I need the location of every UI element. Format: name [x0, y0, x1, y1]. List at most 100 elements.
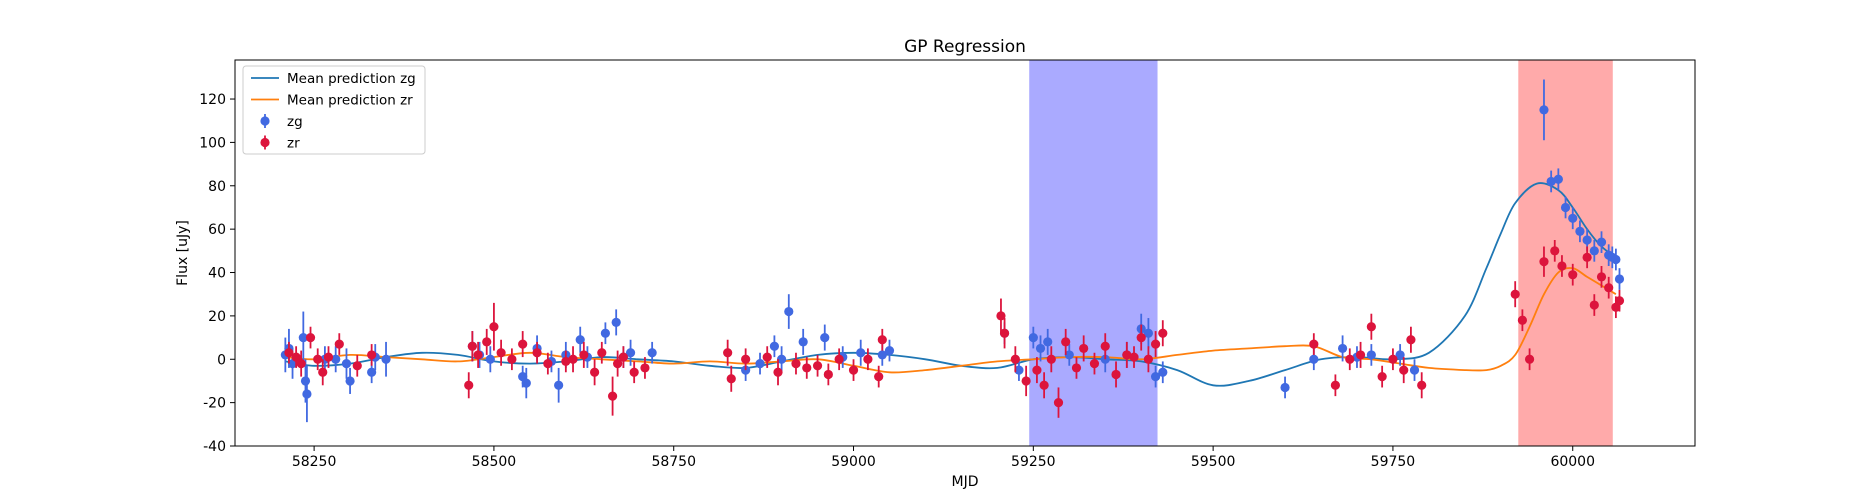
y-tick-label: 80 — [208, 179, 226, 195]
point-zg — [820, 332, 830, 343]
point-zr — [1111, 369, 1121, 380]
point-zg — [1582, 235, 1592, 245]
point-zg — [1035, 343, 1046, 354]
point-zg — [884, 345, 895, 356]
point-zg — [1309, 354, 1319, 364]
point-zr — [318, 367, 328, 377]
point-zr — [1388, 354, 1398, 364]
point-zr — [1309, 339, 1319, 349]
point-zg — [575, 335, 585, 345]
point-zr — [1053, 398, 1064, 408]
shaded-region-0 — [1029, 60, 1158, 446]
x-tick-label: 58750 — [651, 454, 696, 470]
point-zr — [1089, 358, 1100, 369]
point-zg — [1575, 226, 1585, 236]
point-zg — [1280, 382, 1290, 393]
point-zr — [1355, 350, 1366, 360]
point-zr — [1557, 261, 1567, 271]
legend-marker-swatch — [260, 137, 270, 148]
point-zg — [554, 380, 564, 390]
point-zg — [1028, 332, 1038, 343]
point-zr — [618, 352, 628, 362]
point-zr — [473, 350, 483, 360]
point-zr — [1589, 300, 1599, 310]
point-zr — [1122, 350, 1132, 360]
point-zg — [1560, 202, 1571, 213]
point-zr — [1510, 289, 1520, 299]
point-zr — [284, 348, 294, 358]
point-zg — [755, 358, 765, 369]
point-zg — [798, 337, 808, 347]
point-zg — [300, 376, 311, 386]
point-zg — [1150, 372, 1161, 382]
point-zr — [1330, 380, 1340, 390]
y-tick-label: 40 — [208, 266, 226, 282]
y-tick-label: 20 — [208, 309, 226, 325]
point-zr — [1032, 365, 1042, 375]
y-tick-label: 120 — [199, 92, 226, 108]
legend-label: Mean prediction zg — [287, 71, 416, 87]
legend-label: zg — [287, 114, 303, 130]
x-tick-label: 60000 — [1550, 454, 1595, 470]
point-zr — [1129, 352, 1139, 362]
point-zg — [485, 354, 495, 364]
point-zr — [597, 348, 607, 358]
point-zr — [613, 358, 623, 369]
chart-title: GP Regression — [904, 37, 1026, 57]
point-zr — [489, 322, 499, 332]
point-zg — [877, 350, 887, 360]
point-zg — [769, 341, 780, 351]
point-zr — [532, 348, 542, 358]
point-zr — [579, 350, 589, 360]
point-zr — [568, 354, 578, 364]
point-zr — [629, 367, 639, 377]
point-zr — [543, 358, 553, 369]
point-zr — [296, 358, 306, 369]
point-zg — [1614, 274, 1625, 284]
point-zg — [647, 348, 657, 358]
point-zr — [607, 391, 618, 401]
point-zr — [1143, 354, 1153, 364]
point-zr — [482, 337, 492, 347]
point-zg — [302, 389, 312, 399]
point-zr — [561, 356, 571, 367]
point-zr — [313, 354, 323, 364]
point-zr — [1039, 380, 1049, 390]
point-zg — [1043, 337, 1053, 347]
point-zr — [1539, 257, 1549, 267]
point-zg — [1395, 350, 1405, 360]
x-tick-label: 59250 — [1011, 454, 1056, 470]
point-zr — [496, 348, 506, 358]
point-zr — [1550, 246, 1560, 256]
point-zg — [1143, 328, 1153, 338]
point-zr — [467, 341, 477, 351]
point-zr — [1010, 354, 1020, 364]
point-zr — [1568, 270, 1578, 280]
point-zr — [762, 352, 772, 362]
plot-frame — [234, 59, 1696, 447]
legend-box — [242, 65, 426, 155]
point-zr — [877, 335, 887, 345]
point-zr — [723, 348, 733, 358]
point-zr — [812, 361, 823, 371]
point-zg — [777, 354, 787, 364]
point-zr — [590, 367, 600, 377]
y-tick-label: -40 — [203, 439, 226, 455]
x-tick-label: 59000 — [831, 454, 876, 470]
point-zg — [1546, 176, 1556, 187]
point-zg — [1409, 365, 1420, 375]
y-axis-label: Flux [uJy] — [175, 220, 191, 286]
x-tick-label: 58250 — [292, 454, 337, 470]
point-zr — [823, 369, 833, 380]
point-zr — [1604, 283, 1614, 293]
point-zr — [1399, 365, 1409, 375]
point-zg — [625, 348, 636, 358]
point-zg — [856, 348, 866, 358]
point-zr — [507, 354, 517, 364]
point-zr — [863, 354, 873, 364]
point-zr — [323, 352, 334, 362]
point-zr — [1158, 328, 1168, 338]
point-zr — [305, 332, 316, 343]
y-tick-label: 0 — [217, 352, 226, 368]
point-zr — [1345, 354, 1355, 364]
